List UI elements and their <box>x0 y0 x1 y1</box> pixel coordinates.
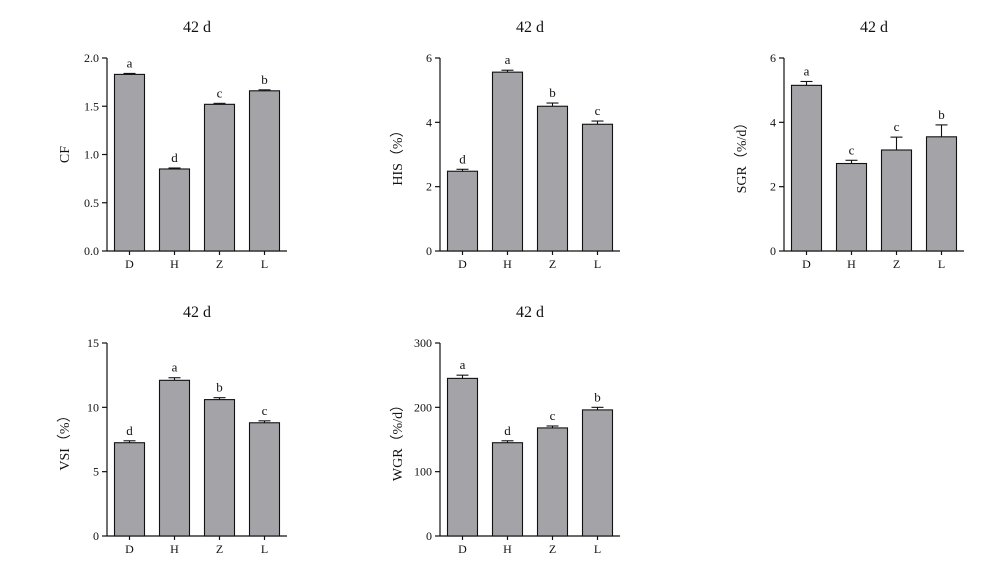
chart-panel-3: 42 d SGR（%/d） 0 2 4 6 a Dc Hc Zb L <box>734 19 964 271</box>
bar-D <box>113 73 146 252</box>
bar-L <box>248 422 281 537</box>
y-tick-label: 0 <box>93 529 99 543</box>
x-tick-label: D <box>802 257 811 271</box>
y-axis-label: CF <box>58 146 73 163</box>
y-axis-label: WGR（%/d） <box>390 398 406 481</box>
bar-D <box>790 84 823 252</box>
significance-letter: b <box>261 72 268 87</box>
significance-letter: a <box>172 360 178 375</box>
x-tick-label: H <box>503 542 512 556</box>
significance-letter: b <box>549 85 556 100</box>
bar-H <box>491 442 524 537</box>
x-tick-label: L <box>261 542 268 556</box>
significance-letter: c <box>894 119 900 134</box>
bar-D <box>113 442 146 537</box>
x-tick-label: D <box>125 257 134 271</box>
significance-letter: b <box>594 389 601 404</box>
x-tick-label: Z <box>216 542 223 556</box>
y-tick-label: 5 <box>93 465 99 479</box>
significance-letter: c <box>217 85 223 100</box>
x-tick-label: H <box>503 257 512 271</box>
y-tick-label: 0 <box>426 529 432 543</box>
chart-panel-5: 42 d WGR（%/d） 0 100 200 300 a Dd Hc Zb L <box>390 304 620 556</box>
x-tick-label: L <box>594 542 601 556</box>
significance-letter: a <box>505 52 511 67</box>
y-tick-label: 6 <box>770 51 776 65</box>
y-axis-label: HIS（%） <box>390 123 406 185</box>
bar-H <box>835 162 868 252</box>
bar-H <box>158 379 191 537</box>
bar-H <box>158 168 191 252</box>
bar-L <box>248 90 281 252</box>
bar-D <box>446 377 479 537</box>
bar-Z <box>536 427 569 537</box>
significance-letter: c <box>849 142 855 157</box>
y-tick-label: 2 <box>426 180 432 194</box>
y-tick-label: 0 <box>770 244 776 258</box>
chart-panel-4: 42 d VSI（%） 0 5 10 15 d Da Hb Zc L <box>57 304 287 556</box>
x-tick-label: D <box>125 542 134 556</box>
x-tick-label: L <box>938 257 945 271</box>
y-tick-label: 0.5 <box>84 196 99 210</box>
significance-letter: d <box>126 423 133 438</box>
y-axis-label: VSI（%） <box>57 408 73 470</box>
bar-H <box>491 71 524 252</box>
chart-title: 42 d <box>183 19 211 36</box>
significance-letter: d <box>171 150 178 165</box>
y-tick-label: 1.0 <box>84 148 99 162</box>
y-tick-label: 10 <box>87 400 99 414</box>
chart-title: 42 d <box>516 19 544 36</box>
x-tick-label: Z <box>549 542 556 556</box>
chart-panel-1: 42 d CF 0.0 0.5 1.0 1.5 2.0 a Dd Hc Zb L <box>58 19 287 271</box>
bar-L <box>925 136 958 252</box>
y-tick-label: 2.0 <box>84 51 99 65</box>
bar-Z <box>536 105 569 252</box>
x-tick-label: H <box>847 257 856 271</box>
bar-Z <box>880 149 913 252</box>
significance-letter: c <box>550 408 556 423</box>
y-tick-label: 0 <box>426 244 432 258</box>
x-tick-label: Z <box>549 257 556 271</box>
significance-letter: b <box>216 380 223 395</box>
x-tick-label: Z <box>893 257 900 271</box>
significance-letter: d <box>504 423 511 438</box>
significance-letter: d <box>459 151 466 166</box>
x-tick-label: Z <box>216 257 223 271</box>
y-tick-label: 4 <box>426 115 432 129</box>
x-tick-label: D <box>458 542 467 556</box>
bar-L <box>581 409 614 537</box>
y-tick-label: 2 <box>770 180 776 194</box>
significance-letter: c <box>262 403 268 418</box>
significance-letter: a <box>460 357 466 372</box>
significance-letter: a <box>127 55 133 70</box>
x-tick-label: L <box>594 257 601 271</box>
x-tick-label: D <box>458 257 467 271</box>
y-tick-label: 1.5 <box>84 99 99 113</box>
chart-title: 42 d <box>860 19 888 36</box>
bar-L <box>581 123 614 252</box>
y-tick-label: 300 <box>414 336 432 350</box>
y-tick-label: 15 <box>87 336 99 350</box>
x-tick-label: L <box>261 257 268 271</box>
y-tick-label: 100 <box>414 465 432 479</box>
chart-title: 42 d <box>183 304 211 321</box>
y-tick-label: 4 <box>770 115 776 129</box>
y-axis-label: SGR（%/d） <box>734 116 750 194</box>
bar-Z <box>203 399 236 537</box>
x-tick-label: H <box>170 257 179 271</box>
y-tick-label: 200 <box>414 400 432 414</box>
y-tick-label: 6 <box>426 51 432 65</box>
chart-panel-2: 42 d HIS（%） 0 2 4 6 d Da Hb Zc L <box>390 19 620 271</box>
bar-Z <box>203 103 236 252</box>
bar-D <box>446 170 479 252</box>
significance-letter: a <box>804 63 810 78</box>
chart-title: 42 d <box>516 304 544 321</box>
significance-letter: b <box>938 107 945 122</box>
significance-letter: c <box>595 103 601 118</box>
y-tick-label: 0.0 <box>84 244 99 258</box>
x-tick-label: H <box>170 542 179 556</box>
